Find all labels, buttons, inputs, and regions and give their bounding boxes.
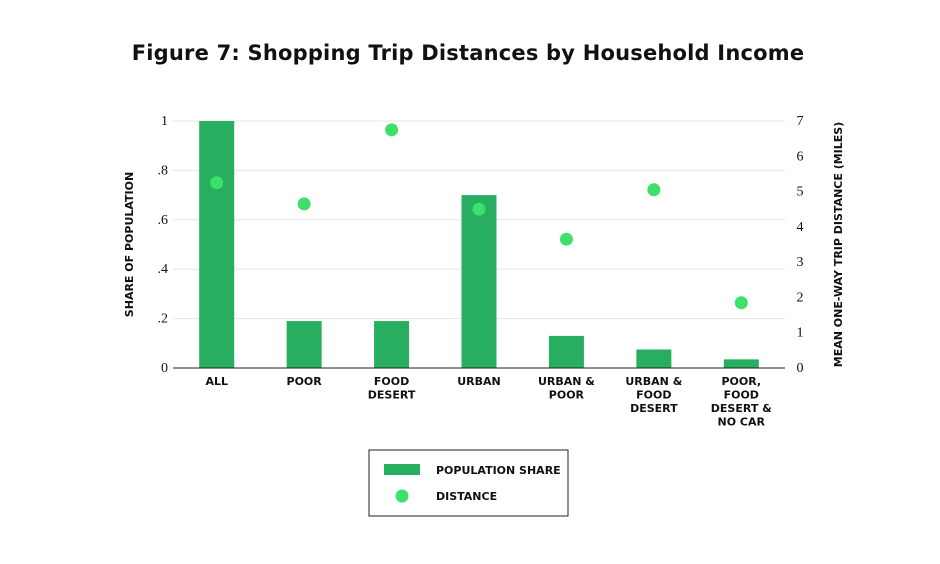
distance-point (297, 197, 311, 211)
legend-dot-swatch (395, 489, 409, 503)
distance-point (210, 176, 224, 190)
category-labels: ALL POOR FOOD DESERT URBAN URBAN & POOR URBAN &… (205, 375, 772, 429)
y-axis-right-label: MEAN ONE-WAY TRIP DISTANCE (MILES) (832, 122, 845, 367)
category-label: POOR, FOOD DESERT & NO CAR (711, 375, 772, 429)
y-right-tick-label: 2 (797, 290, 804, 305)
bar (548, 335, 584, 368)
category-label: URBAN & FOOD DESERT (625, 375, 682, 415)
bars-layer (199, 121, 759, 368)
bar (723, 359, 759, 368)
bar (461, 195, 497, 368)
y-right-tick-label: 1 (797, 326, 804, 341)
y-right-tick-label: 5 (797, 185, 804, 200)
distance-point (647, 183, 661, 197)
y-right-tick-label: 0 (797, 361, 804, 376)
legend-bar-swatch (384, 464, 420, 475)
bar (286, 321, 322, 368)
distance-point (559, 232, 573, 246)
bar (636, 349, 672, 368)
y-left-tick-label: 0 (161, 361, 168, 376)
y-axis-left-label: SHARE OF POPULATION (123, 172, 136, 317)
y-right-tick-label: 6 (797, 149, 804, 164)
distance-point (385, 123, 399, 137)
legend: POPULATION SHARE DISTANCE (368, 449, 569, 517)
bar (199, 121, 235, 368)
left-axis-ticks: 0 .2 .4 .6 .8 1 (158, 114, 169, 376)
distance-point (734, 296, 748, 310)
category-label: URBAN & POOR (538, 375, 595, 402)
distance-point (472, 202, 486, 216)
category-label: FOOD DESERT (368, 375, 416, 402)
y-left-tick-label: .8 (158, 163, 169, 178)
right-axis-ticks: 0 1 2 3 4 5 6 7 (797, 114, 804, 376)
y-right-tick-label: 7 (797, 114, 804, 129)
legend-dot-label: DISTANCE (436, 490, 497, 503)
y-right-tick-label: 3 (797, 255, 804, 270)
y-left-tick-label: .4 (158, 262, 169, 277)
y-left-tick-label: .6 (158, 213, 169, 228)
category-label: POOR (287, 375, 323, 388)
points-layer (210, 123, 748, 310)
bar (374, 321, 410, 368)
category-label: ALL (205, 375, 228, 388)
y-left-tick-label: .2 (158, 312, 169, 327)
y-left-tick-label: 1 (161, 114, 168, 129)
y-right-tick-label: 4 (797, 220, 804, 235)
legend-box (368, 449, 569, 517)
chart-title: Figure 7: Shopping Trip Distances by Hou… (132, 41, 805, 65)
legend-bar-label: POPULATION SHARE (436, 464, 561, 477)
category-label: URBAN (457, 375, 501, 388)
